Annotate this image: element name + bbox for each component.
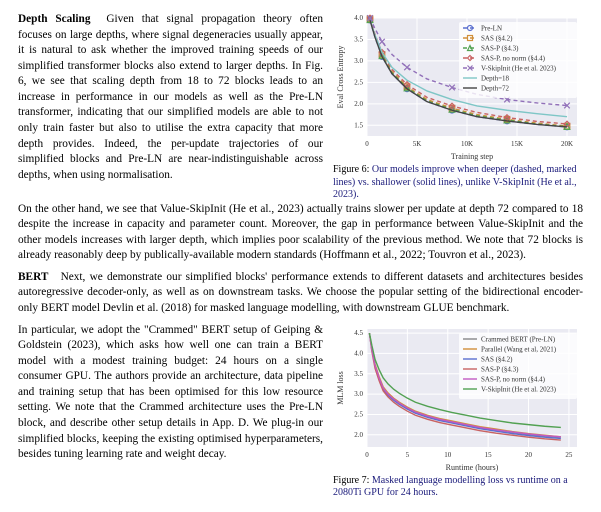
svg-text:3.5: 3.5 — [354, 35, 363, 43]
svg-text:2.5: 2.5 — [354, 78, 363, 86]
svg-text:2.0: 2.0 — [354, 100, 363, 108]
svg-text:Eval Cross Entropy: Eval Cross Entropy — [336, 46, 345, 109]
figure-7-chart: 0 5 10 15 20 25 2.0 2.5 3.0 3.5 4.0 4.5 Runtime (hou… — [333, 323, 583, 473]
figure-7: 0 5 10 15 20 25 2.0 2.5 3.0 3.5 4.0 4.5 Runtime (hou… — [333, 323, 583, 500]
figure-7-caption-text: Masked language modelling loss vs runtim… — [333, 475, 568, 499]
svg-text:SAS (§4.2): SAS (§4.2) — [481, 355, 513, 363]
depth-scaling-body: Given that signal propagation theory oft… — [18, 13, 323, 181]
figure-6-caption: Figure 6: Our models improve when deeper… — [333, 164, 583, 202]
figure-6-label: Figure 6: — [333, 164, 369, 175]
svg-text:Crammed BERT (Pre-LN): Crammed BERT (Pre-LN) — [481, 335, 556, 343]
section-bert-detail: In particular, we adopt the "Crammed" BE… — [18, 323, 583, 500]
svg-text:5: 5 — [406, 451, 410, 459]
svg-text:1.5: 1.5 — [354, 121, 363, 129]
svg-text:2.0: 2.0 — [354, 430, 363, 438]
svg-text:4.0: 4.0 — [354, 14, 363, 22]
figure-6: 0 5K 10K 15K 20K 1.5 2.0 2.5 3.0 3.5 4.0 Training s… — [333, 12, 583, 202]
svg-text:5K: 5K — [413, 140, 422, 148]
bert-crammed-paragraph: In particular, we adopt the "Crammed" BE… — [18, 323, 323, 463]
figure-7-label: Figure 7: — [333, 475, 369, 486]
depth-scaling-heading: Depth Scaling — [18, 13, 90, 25]
svg-text:SAS-P (§4.3): SAS-P (§4.3) — [481, 365, 519, 373]
bert-body: Next, we demonstrate our simplified bloc… — [18, 271, 583, 314]
svg-text:Training step: Training step — [451, 152, 493, 161]
svg-text:V-SkipInit (He et al. 2023): V-SkipInit (He et al. 2023) — [481, 385, 557, 393]
svg-text:0: 0 — [365, 451, 369, 459]
svg-text:Depth=72: Depth=72 — [481, 85, 510, 93]
middle-paragraph: On the other hand, we see that Value-Ski… — [18, 202, 583, 264]
depth-scaling-text: Depth Scaling Given that signal propagat… — [18, 12, 323, 202]
bert-heading: BERT — [18, 271, 48, 283]
svg-text:2.5: 2.5 — [354, 410, 363, 418]
figure-6-chart: 0 5K 10K 15K 20K 1.5 2.0 2.5 3.0 3.5 4.0 Training s… — [333, 12, 583, 162]
svg-text:MLM loss: MLM loss — [336, 371, 345, 405]
svg-text:V-SkipInit (He et al. 2023): V-SkipInit (He et al. 2023) — [481, 65, 557, 73]
svg-text:25: 25 — [565, 451, 573, 459]
bert-intro: BERT Next, we demonstrate our simplified… — [18, 270, 583, 317]
svg-text:Pre-LN: Pre-LN — [481, 25, 502, 33]
svg-text:20: 20 — [525, 451, 533, 459]
svg-text:SAS-P (§4.3): SAS-P (§4.3) — [481, 45, 519, 53]
svg-text:20K: 20K — [561, 140, 573, 148]
svg-text:Depth=18: Depth=18 — [481, 75, 510, 83]
svg-text:15: 15 — [485, 451, 493, 459]
section-depth-scaling: Depth Scaling Given that signal propagat… — [18, 12, 583, 202]
svg-text:3.0: 3.0 — [354, 390, 363, 398]
svg-text:3.5: 3.5 — [354, 369, 363, 377]
svg-text:Runtime (hours): Runtime (hours) — [446, 463, 499, 472]
svg-text:0: 0 — [365, 140, 369, 148]
svg-text:4.5: 4.5 — [354, 329, 363, 337]
svg-text:SAS-P, no norm (§4.4): SAS-P, no norm (§4.4) — [481, 55, 546, 63]
figure-6-caption-text: Our models improve when deeper (dashed, … — [333, 164, 577, 200]
svg-text:SAS-P, no norm (§4.4): SAS-P, no norm (§4.4) — [481, 375, 546, 383]
svg-text:15K: 15K — [511, 140, 523, 148]
svg-text:10K: 10K — [461, 140, 473, 148]
svg-text:10: 10 — [444, 451, 452, 459]
svg-text:4.0: 4.0 — [354, 349, 363, 357]
bert-detail-text: In particular, we adopt the "Crammed" BE… — [18, 323, 323, 500]
svg-text:3.0: 3.0 — [354, 57, 363, 65]
svg-text:SAS (§4.2): SAS (§4.2) — [481, 35, 513, 43]
svg-text:Parallel (Wang et al, 2021): Parallel (Wang et al, 2021) — [481, 345, 557, 353]
figure-7-caption: Figure 7: Masked language modelling loss… — [333, 475, 583, 500]
